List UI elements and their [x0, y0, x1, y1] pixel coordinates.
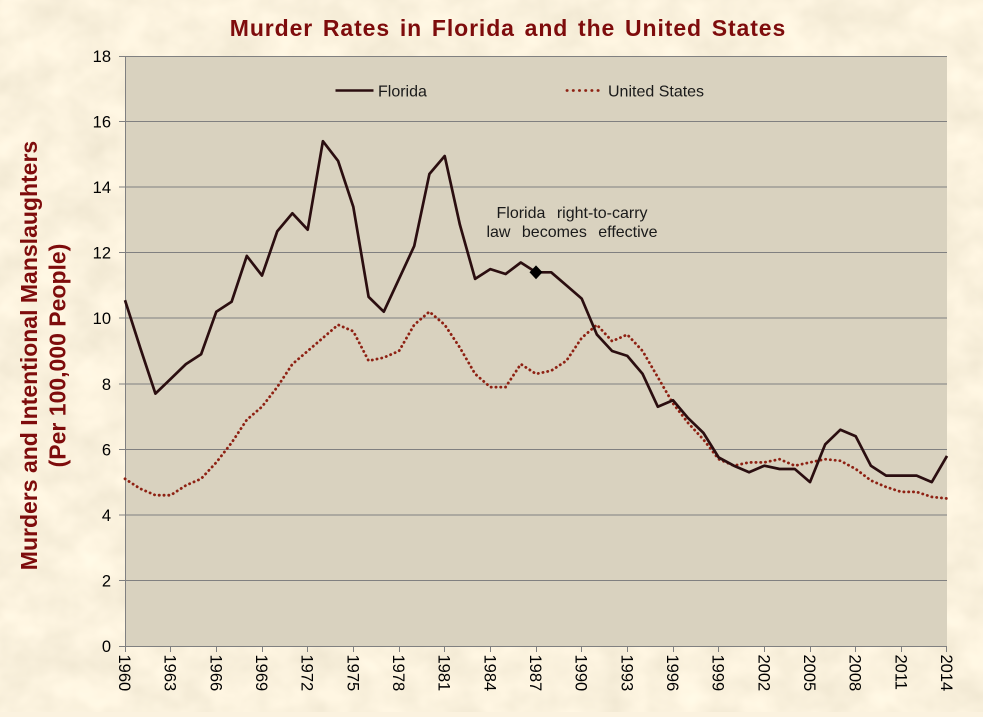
- svg-text:1984: 1984: [480, 655, 498, 692]
- svg-text:1969: 1969: [252, 655, 270, 692]
- svg-text:10: 10: [93, 310, 111, 328]
- svg-text:4: 4: [102, 507, 111, 525]
- svg-text:2005: 2005: [800, 655, 818, 692]
- svg-text:8: 8: [102, 376, 111, 394]
- svg-text:Murder Rates in Florida and th: Murder Rates in Florida and the United S…: [230, 15, 786, 41]
- svg-text:6: 6: [102, 442, 111, 460]
- svg-text:14: 14: [93, 179, 111, 197]
- svg-text:2008: 2008: [846, 655, 864, 692]
- svg-text:Florida right-to-carry: Florida right-to-carry: [496, 205, 647, 222]
- svg-text:United States: United States: [608, 84, 704, 101]
- svg-text:1972: 1972: [298, 655, 316, 692]
- svg-text:1990: 1990: [572, 655, 590, 692]
- svg-text:1978: 1978: [389, 655, 407, 692]
- svg-text:1981: 1981: [435, 655, 453, 692]
- svg-text:2011: 2011: [891, 655, 909, 690]
- svg-text:0: 0: [102, 638, 111, 656]
- svg-text:1987: 1987: [526, 655, 544, 692]
- svg-text:2014: 2014: [937, 655, 955, 692]
- svg-text:2: 2: [102, 573, 111, 591]
- svg-text:18: 18: [93, 48, 111, 66]
- svg-text:1993: 1993: [617, 655, 635, 692]
- svg-text:12: 12: [93, 245, 111, 263]
- svg-text:1996: 1996: [663, 655, 681, 692]
- svg-text:1975: 1975: [343, 655, 361, 692]
- svg-text:1999: 1999: [709, 655, 727, 692]
- svg-text:1966: 1966: [206, 655, 224, 692]
- svg-text:2002: 2002: [754, 655, 772, 692]
- svg-text:law becomes effective: law becomes effective: [486, 224, 657, 241]
- svg-text:1963: 1963: [161, 655, 179, 692]
- svg-text:Florida: Florida: [378, 84, 427, 101]
- svg-text:1960: 1960: [115, 655, 133, 692]
- svg-text:(Per 100,000 People): (Per 100,000 People): [45, 244, 71, 468]
- svg-text:Murders and Intentional Mansla: Murders and Intentional Manslaughters: [16, 141, 42, 570]
- svg-text:16: 16: [93, 114, 111, 132]
